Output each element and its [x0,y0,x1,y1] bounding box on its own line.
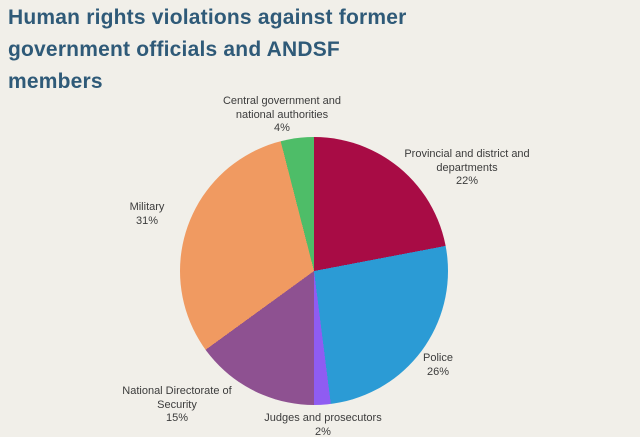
slice-label-text: Police [423,352,453,364]
chart-title: Human rights violations against former g… [8,2,628,98]
slice-label-percent: 22% [455,175,479,187]
slice-label-text: Central government and national authorit… [222,95,341,121]
chart-title-line-3: members [8,70,103,93]
slice-label-text: National Directorate of Security [122,385,232,411]
chart-title-line-2: government officials and ANDSF [8,38,340,61]
slice-label-percent: 31% [135,214,159,227]
slice-label-judges-prosecutors: Judges and prosecutors 2% [238,412,408,439]
slice-label-provincial-district: Provincial and district and departments … [391,148,543,189]
slice-label-text: Provincial and district and departments [404,148,530,174]
slice-label-percent: 2% [315,425,331,438]
chart-title-line-1: Human rights violations against former [8,6,407,29]
pie-chart [180,137,448,405]
slice-label-national-directorate-security: National Directorate of Security 15% [111,385,243,426]
slice-label-percent: 4% [274,122,290,134]
slice-label-military: Military 31% [97,201,197,228]
slice-label-text: Judges and prosecutors [264,412,382,424]
slice-label-central-government: Central government and national authorit… [215,95,350,136]
slice-label-percent: 15% [165,412,189,424]
slice-label-police: Police 26% [388,352,488,379]
slice-label-text: Military [129,201,165,213]
bottom-strip [0,437,640,443]
slice-label-percent: 26% [426,365,450,378]
